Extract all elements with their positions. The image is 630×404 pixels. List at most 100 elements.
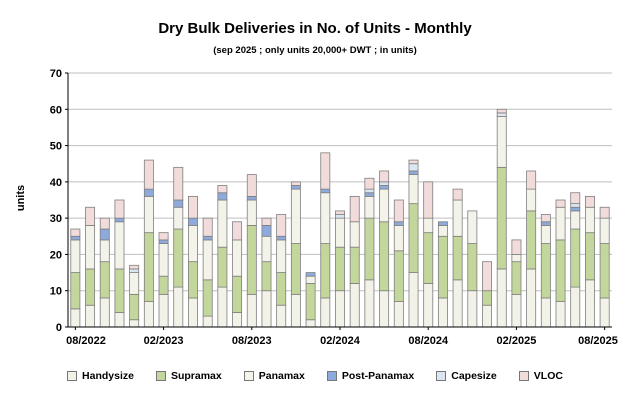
legend-label: Post-Panamax [341, 370, 415, 383]
bar-segment-vloc [114, 199, 125, 219]
bar-segment-handysize [379, 290, 390, 328]
bar-segment-vloc [555, 199, 566, 208]
bar-segment-supramax [335, 246, 345, 292]
bar-stack [335, 210, 345, 328]
bar-segment-handysize [599, 297, 610, 328]
bar-stack [202, 217, 213, 328]
bar-segment-panamax [320, 192, 331, 244]
bar-segment-vloc [393, 199, 404, 223]
bar-segment-vloc [173, 166, 184, 201]
bar-segment-panamax [217, 199, 228, 248]
bar-segment-panamax [114, 221, 125, 270]
bar-segment-handysize [143, 301, 154, 328]
bar-segment-post-panamax [437, 221, 448, 226]
bar-segment-post-panamax [570, 206, 581, 212]
bar-segment-vloc [232, 221, 243, 241]
legend-swatch [326, 371, 337, 382]
chart-title: Dry Bulk Deliveries in No. of Units - Mo… [158, 20, 472, 37]
bar-segment-panamax [452, 199, 463, 237]
bar-segment-handysize [467, 290, 478, 328]
bar-stack [379, 170, 390, 328]
bar-stack [246, 174, 257, 328]
legend-label: Handysize [82, 370, 134, 383]
bar-segment-supramax [599, 243, 610, 299]
bar-segment-supramax [393, 250, 404, 303]
bar-segment-post-panamax [114, 217, 125, 223]
bar-segment-vloc [261, 217, 272, 226]
bar-segment-supramax [158, 275, 169, 295]
bar-segment-handysize [158, 293, 169, 328]
bar-segment-post-panamax [158, 239, 169, 244]
y-tick-label: 0 [56, 322, 62, 334]
bar-segment-handysize [555, 301, 566, 328]
bar-segment-panamax [570, 210, 581, 230]
bar-segment-panamax [467, 210, 478, 244]
bar-segment-handysize [261, 290, 272, 328]
bar-segment-supramax [85, 268, 96, 306]
bar-segment-panamax [379, 188, 390, 223]
bar-segment-supramax [143, 232, 154, 303]
bar-segment-vloc [70, 228, 81, 237]
legend-label: VLOC [533, 370, 563, 383]
bar-segment-panamax [246, 199, 257, 226]
bar-segment-panamax [143, 195, 154, 234]
bar-stack [452, 188, 463, 328]
bar-segment-handysize [246, 293, 257, 328]
bar-stack [467, 210, 478, 328]
bar-segment-vloc [129, 264, 140, 270]
bar-segment-post-panamax [379, 185, 390, 190]
bar-segment-post-panamax [246, 195, 257, 201]
x-tick-label: 08/2025 [578, 335, 618, 347]
x-tick-label: 02/2025 [497, 335, 537, 347]
bar-stack [188, 195, 198, 328]
bar-stack [423, 181, 434, 328]
bar-segment-panamax [188, 224, 198, 263]
bar-segment-vloc [276, 214, 287, 237]
legend-swatch [155, 371, 166, 382]
bar-segment-handysize [423, 283, 434, 328]
bar-segment-supramax [99, 261, 110, 299]
bar-segment-supramax [217, 246, 228, 288]
bar-stack [85, 206, 96, 328]
bar-segment-handysize [232, 312, 243, 328]
bar-segment-panamax [349, 221, 360, 248]
bar-stack [99, 217, 110, 328]
y-tick-label: 60 [50, 104, 62, 116]
legend-swatch [518, 371, 529, 382]
legend-swatch [67, 371, 78, 382]
bar-segment-post-panamax [393, 221, 404, 226]
bar-stack [570, 192, 581, 328]
bar-segment-panamax [85, 224, 96, 270]
x-tick-labels: 08/2022 02/2023 08/2023 02/2024 08/2024 02/20… [66, 327, 618, 347]
bar-segment-supramax [526, 210, 537, 270]
bar-segment-handysize [173, 286, 184, 328]
bar-segment-vloc [188, 195, 198, 219]
bar-segment-capesize [129, 268, 140, 273]
x-tick-label: 08/2024 [408, 335, 449, 347]
bar-segment-vloc [570, 192, 581, 205]
bar-stack [599, 206, 610, 328]
bar-stack [143, 159, 154, 328]
bar-stack [217, 185, 228, 328]
bar-stack [114, 199, 125, 328]
bar-segment-supramax [540, 243, 551, 299]
bar-segment-panamax [305, 275, 316, 284]
bar-segment-panamax [202, 239, 213, 281]
bar-segment-supramax [188, 261, 198, 299]
bar-stack [393, 199, 404, 328]
bar-segment-capesize [364, 188, 375, 194]
bar-segment-handysize [320, 297, 331, 328]
bar-stack [320, 152, 331, 328]
bar-segment-handysize [540, 297, 551, 328]
bar-segment-panamax [393, 224, 404, 252]
bar-segment-panamax [290, 188, 301, 244]
bar-segment-supramax [379, 221, 390, 292]
bar-segment-handysize [114, 312, 125, 328]
bar-segment-panamax [99, 239, 110, 263]
bar-segment-post-panamax [290, 185, 301, 190]
bar-segment-post-panamax [320, 188, 331, 194]
bar-segment-vloc [452, 188, 463, 201]
legend-swatch [243, 371, 254, 382]
bar-segment-panamax [423, 217, 434, 234]
bar-segment-handysize [276, 304, 287, 328]
